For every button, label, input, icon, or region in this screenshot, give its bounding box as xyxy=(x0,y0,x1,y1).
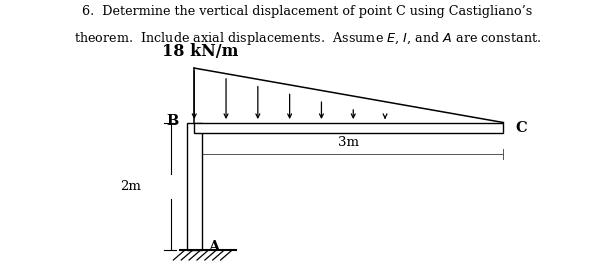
Bar xyxy=(194,123,504,133)
Text: 2m: 2m xyxy=(120,180,141,193)
Text: B: B xyxy=(167,114,179,128)
Bar xyxy=(186,123,202,251)
Text: 18 kN/m: 18 kN/m xyxy=(162,43,239,60)
Text: theorem.  Include axial displacements.  Assume $E$, $I$, and $A$ are constant.: theorem. Include axial displacements. As… xyxy=(74,30,541,47)
Text: 6.  Determine the vertical displacement of point C using Castigliano’s: 6. Determine the vertical displacement o… xyxy=(82,6,533,18)
Text: C: C xyxy=(515,121,527,135)
Text: A: A xyxy=(208,240,220,254)
Text: 3m: 3m xyxy=(338,136,359,149)
